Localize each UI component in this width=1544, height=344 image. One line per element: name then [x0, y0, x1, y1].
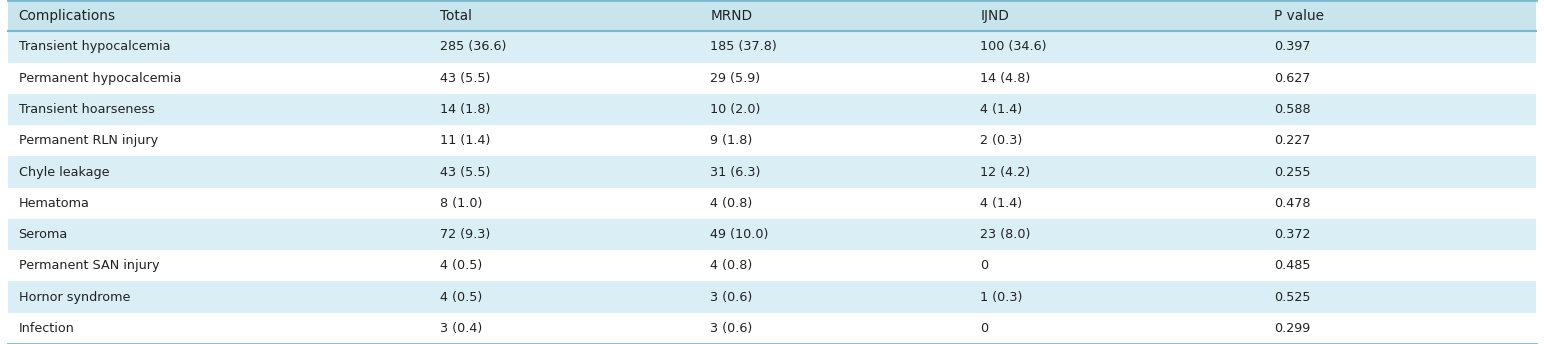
Text: Hematoma: Hematoma [19, 197, 90, 210]
Bar [8, 187, 1536, 219]
Bar [8, 250, 1536, 281]
Text: 8 (1.0): 8 (1.0) [440, 197, 482, 210]
Text: 11 (1.4): 11 (1.4) [440, 134, 491, 147]
Text: 4 (1.4): 4 (1.4) [980, 103, 1022, 116]
Text: Complications: Complications [19, 9, 116, 23]
Text: 72 (9.3): 72 (9.3) [440, 228, 491, 241]
Text: 14 (4.8): 14 (4.8) [980, 72, 1031, 85]
Text: 29 (5.9): 29 (5.9) [710, 72, 760, 85]
Text: Hornor syndrome: Hornor syndrome [19, 291, 130, 304]
Text: 12 (4.2): 12 (4.2) [980, 165, 1030, 179]
Bar [8, 94, 1536, 125]
Text: IJND: IJND [980, 9, 1010, 23]
Text: 0.227: 0.227 [1274, 134, 1311, 147]
Bar [8, 157, 1536, 187]
Text: Total: Total [440, 9, 472, 23]
Text: 43 (5.5): 43 (5.5) [440, 72, 491, 85]
Text: MRND: MRND [710, 9, 752, 23]
Text: 100 (34.6): 100 (34.6) [980, 40, 1047, 53]
Text: 0.372: 0.372 [1274, 228, 1311, 241]
Text: 0.255: 0.255 [1274, 165, 1311, 179]
Text: 0: 0 [980, 322, 988, 335]
Text: 14 (1.8): 14 (1.8) [440, 103, 491, 116]
Text: 0.525: 0.525 [1274, 291, 1311, 304]
Text: 0.485: 0.485 [1274, 259, 1311, 272]
Text: Permanent RLN injury: Permanent RLN injury [19, 134, 157, 147]
Bar [8, 125, 1536, 157]
Bar [8, 313, 1536, 344]
Text: 0: 0 [980, 259, 988, 272]
Text: 0.588: 0.588 [1274, 103, 1311, 116]
Text: 1 (0.3): 1 (0.3) [980, 291, 1022, 304]
Text: 49 (10.0): 49 (10.0) [710, 228, 769, 241]
Text: Permanent SAN injury: Permanent SAN injury [19, 259, 159, 272]
Bar [8, 63, 1536, 94]
Text: 285 (36.6): 285 (36.6) [440, 40, 506, 53]
Text: 185 (37.8): 185 (37.8) [710, 40, 777, 53]
Text: Chyle leakage: Chyle leakage [19, 165, 110, 179]
Text: 2 (0.3): 2 (0.3) [980, 134, 1022, 147]
Text: 4 (0.8): 4 (0.8) [710, 259, 752, 272]
Text: 9 (1.8): 9 (1.8) [710, 134, 752, 147]
Text: 10 (2.0): 10 (2.0) [710, 103, 761, 116]
Text: 3 (0.6): 3 (0.6) [710, 291, 752, 304]
Text: 0.478: 0.478 [1274, 197, 1311, 210]
Text: 4 (1.4): 4 (1.4) [980, 197, 1022, 210]
Bar [8, 219, 1536, 250]
Text: Transient hypocalcemia: Transient hypocalcemia [19, 40, 170, 53]
Text: 4 (0.5): 4 (0.5) [440, 259, 482, 272]
Text: 4 (0.5): 4 (0.5) [440, 291, 482, 304]
Text: 31 (6.3): 31 (6.3) [710, 165, 761, 179]
Text: 3 (0.4): 3 (0.4) [440, 322, 482, 335]
Text: 0.299: 0.299 [1274, 322, 1309, 335]
Bar [8, 281, 1536, 313]
Text: 23 (8.0): 23 (8.0) [980, 228, 1031, 241]
Text: 43 (5.5): 43 (5.5) [440, 165, 491, 179]
Text: P value: P value [1274, 9, 1323, 23]
Text: 0.397: 0.397 [1274, 40, 1311, 53]
Text: 3 (0.6): 3 (0.6) [710, 322, 752, 335]
Text: 0.627: 0.627 [1274, 72, 1311, 85]
Text: Permanent hypocalcemia: Permanent hypocalcemia [19, 72, 181, 85]
Text: 4 (0.8): 4 (0.8) [710, 197, 752, 210]
Bar [8, 0, 1536, 31]
Text: Transient hoarseness: Transient hoarseness [19, 103, 154, 116]
Text: Seroma: Seroma [19, 228, 68, 241]
Text: Infection: Infection [19, 322, 74, 335]
Bar [8, 31, 1536, 63]
